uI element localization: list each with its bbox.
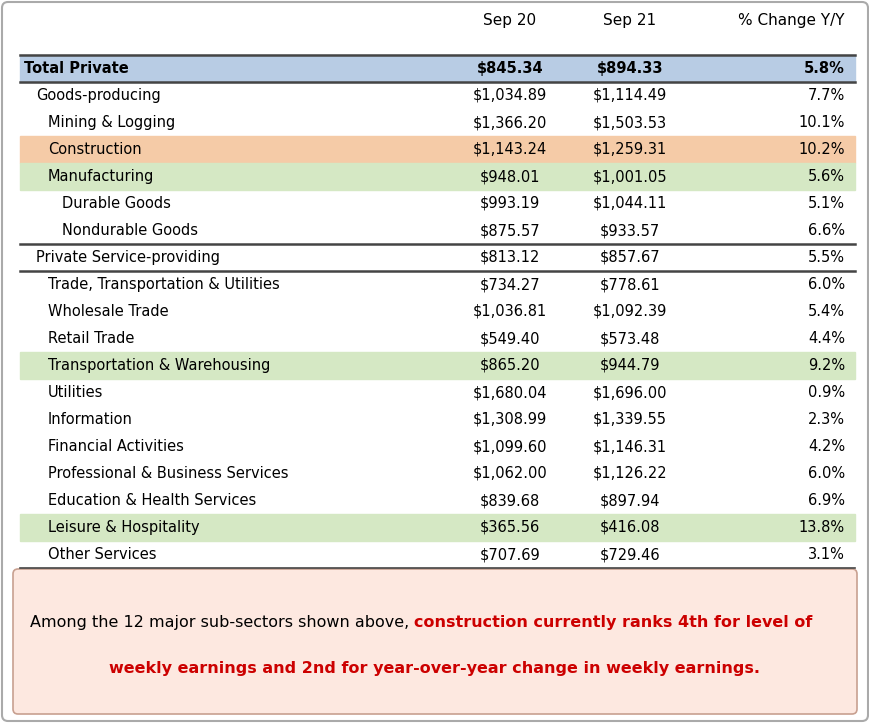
Text: $365.56: $365.56 — [480, 520, 540, 535]
Text: 4.4%: 4.4% — [807, 331, 844, 346]
Text: 5.5%: 5.5% — [807, 250, 844, 265]
Text: $729.46: $729.46 — [599, 547, 660, 562]
Text: $1,044.11: $1,044.11 — [592, 196, 667, 211]
Text: Transportation & Warehousing: Transportation & Warehousing — [48, 358, 270, 373]
Text: 4.2%: 4.2% — [807, 439, 844, 454]
Text: weekly earnings and 2nd for year-over-year change in weekly earnings.: weekly earnings and 2nd for year-over-ye… — [109, 661, 760, 676]
Text: $1,114.49: $1,114.49 — [592, 88, 667, 103]
Text: $707.69: $707.69 — [479, 547, 540, 562]
Text: $734.27: $734.27 — [479, 277, 540, 292]
Text: $813.12: $813.12 — [480, 250, 540, 265]
Text: Professional & Business Services: Professional & Business Services — [48, 466, 289, 481]
Text: Among the 12 major sub-sectors shown above,: Among the 12 major sub-sectors shown abo… — [30, 615, 414, 630]
Text: $933.57: $933.57 — [600, 223, 660, 238]
Text: 6.0%: 6.0% — [807, 466, 844, 481]
Text: $1,001.05: $1,001.05 — [592, 169, 667, 184]
Text: $778.61: $778.61 — [599, 277, 660, 292]
Text: 2.3%: 2.3% — [807, 412, 844, 427]
Text: $1,126.22: $1,126.22 — [592, 466, 667, 481]
Text: $1,308.99: $1,308.99 — [473, 412, 547, 427]
Text: Financial Activities: Financial Activities — [48, 439, 183, 454]
Text: 0.9%: 0.9% — [807, 385, 844, 400]
Text: $897.94: $897.94 — [599, 493, 660, 508]
Text: $1,034.89: $1,034.89 — [473, 88, 547, 103]
Text: $944.79: $944.79 — [599, 358, 660, 373]
Text: Construction: Construction — [48, 142, 142, 157]
Text: Total Private: Total Private — [24, 61, 129, 76]
Text: $865.20: $865.20 — [479, 358, 540, 373]
Bar — [20, 55, 854, 82]
Text: $1,259.31: $1,259.31 — [592, 142, 667, 157]
Text: $1,143.24: $1,143.24 — [473, 142, 547, 157]
Text: Wholesale Trade: Wholesale Trade — [48, 304, 169, 319]
Text: 6.6%: 6.6% — [807, 223, 844, 238]
Text: construction currently ranks 4th for level of: construction currently ranks 4th for lev… — [414, 615, 812, 630]
Bar — [20, 136, 854, 163]
Text: Education & Health Services: Education & Health Services — [48, 493, 256, 508]
Text: 10.1%: 10.1% — [798, 115, 844, 130]
Text: 3.1%: 3.1% — [807, 547, 844, 562]
Text: $549.40: $549.40 — [479, 331, 540, 346]
Text: Durable Goods: Durable Goods — [62, 196, 170, 211]
Text: Mining & Logging: Mining & Logging — [48, 115, 175, 130]
Text: Private Service-providing: Private Service-providing — [36, 250, 220, 265]
Text: Sep 21: Sep 21 — [603, 13, 656, 28]
Bar — [20, 163, 854, 190]
Text: $839.68: $839.68 — [480, 493, 540, 508]
Text: 5.8%: 5.8% — [803, 61, 844, 76]
Text: Retail Trade: Retail Trade — [48, 331, 134, 346]
Text: Other Services: Other Services — [48, 547, 156, 562]
Text: Information: Information — [48, 412, 133, 427]
Text: Nondurable Goods: Nondurable Goods — [62, 223, 198, 238]
Text: $1,339.55: $1,339.55 — [593, 412, 667, 427]
Text: 7.7%: 7.7% — [806, 88, 844, 103]
Text: $1,503.53: $1,503.53 — [593, 115, 667, 130]
Text: $993.19: $993.19 — [480, 196, 540, 211]
Text: $573.48: $573.48 — [599, 331, 660, 346]
Text: Leisure & Hospitality: Leisure & Hospitality — [48, 520, 199, 535]
FancyBboxPatch shape — [13, 569, 856, 714]
Text: 6.9%: 6.9% — [807, 493, 844, 508]
Text: $1,092.39: $1,092.39 — [592, 304, 667, 319]
Text: $894.33: $894.33 — [596, 61, 662, 76]
Text: $948.01: $948.01 — [479, 169, 540, 184]
Text: $1,062.00: $1,062.00 — [472, 466, 547, 481]
Text: $1,099.60: $1,099.60 — [472, 439, 547, 454]
Text: 10.2%: 10.2% — [798, 142, 844, 157]
Text: 9.2%: 9.2% — [807, 358, 844, 373]
Text: $1,366.20: $1,366.20 — [472, 115, 547, 130]
Text: Sep 20: Sep 20 — [483, 13, 536, 28]
Text: $857.67: $857.67 — [599, 250, 660, 265]
Text: 5.1%: 5.1% — [807, 196, 844, 211]
Text: $845.34: $845.34 — [476, 61, 542, 76]
Text: % Change Y/Y: % Change Y/Y — [738, 13, 844, 28]
Text: $1,680.04: $1,680.04 — [472, 385, 547, 400]
Text: 6.0%: 6.0% — [807, 277, 844, 292]
Text: $875.57: $875.57 — [479, 223, 540, 238]
Bar — [20, 514, 854, 541]
Text: Utilities: Utilities — [48, 385, 103, 400]
Text: 5.6%: 5.6% — [807, 169, 844, 184]
Text: $1,696.00: $1,696.00 — [592, 385, 667, 400]
Text: Goods-producing: Goods-producing — [36, 88, 161, 103]
Bar — [20, 352, 854, 379]
Text: $416.08: $416.08 — [599, 520, 660, 535]
Text: Trade, Transportation & Utilities: Trade, Transportation & Utilities — [48, 277, 280, 292]
Text: Manufacturing: Manufacturing — [48, 169, 154, 184]
Text: $1,036.81: $1,036.81 — [473, 304, 547, 319]
Text: 5.4%: 5.4% — [807, 304, 844, 319]
Text: 13.8%: 13.8% — [798, 520, 844, 535]
Text: $1,146.31: $1,146.31 — [593, 439, 667, 454]
